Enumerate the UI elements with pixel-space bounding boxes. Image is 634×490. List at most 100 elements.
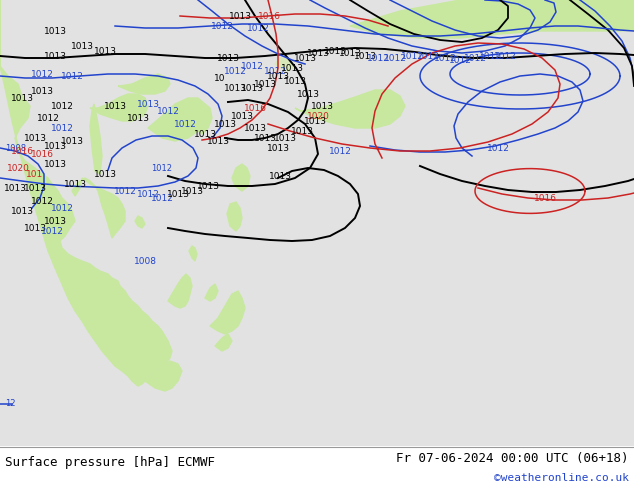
Text: 1008: 1008 [5,144,26,152]
Text: 1013: 1013 [266,144,290,152]
Text: 1013: 1013 [228,11,252,21]
Text: 1013: 1013 [266,72,290,80]
Text: 1012: 1012 [486,144,510,152]
Text: 1012: 1012 [493,51,517,60]
Text: 1013: 1013 [306,49,330,57]
Polygon shape [72,178,125,238]
Text: 1013: 1013 [193,129,216,139]
Text: 1012: 1012 [113,187,136,196]
Text: 1013: 1013 [44,51,67,60]
Text: 1013: 1013 [44,217,67,225]
Text: 1012: 1012 [61,72,84,80]
Text: 1012: 1012 [51,203,74,213]
Text: 1013: 1013 [311,101,333,111]
Text: 1013: 1013 [280,64,304,73]
Text: 101: 101 [27,170,44,178]
Text: 1016: 1016 [11,147,34,155]
Text: 1020: 1020 [307,112,330,121]
Polygon shape [135,216,145,228]
Text: 1012: 1012 [174,120,197,128]
Polygon shape [0,0,634,446]
Text: 1012: 1012 [30,70,53,78]
Polygon shape [192,104,212,134]
Text: 1013: 1013 [269,172,292,180]
Text: 1013: 1013 [323,47,347,55]
Text: 1013: 1013 [127,114,150,122]
Polygon shape [215,334,232,351]
Text: 1012: 1012 [30,196,53,205]
Polygon shape [210,291,245,334]
Polygon shape [232,164,250,191]
Text: 1012: 1012 [449,55,472,65]
Text: 1013: 1013 [44,26,67,35]
Polygon shape [0,0,172,386]
Polygon shape [275,58,295,71]
Text: 1012: 1012 [366,53,389,63]
Text: 1012: 1012 [384,53,406,63]
Polygon shape [90,104,102,174]
Text: 1013: 1013 [283,76,306,85]
Polygon shape [148,98,208,141]
Text: 1013: 1013 [93,170,117,178]
Text: 1012: 1012 [210,22,233,30]
Text: 1012: 1012 [51,101,74,111]
Text: 1013: 1013 [254,133,276,143]
Text: 1012: 1012 [224,67,247,75]
Text: 1008: 1008 [134,256,157,266]
Text: 1012: 1012 [417,51,439,60]
Text: 1013: 1013 [354,51,377,60]
Text: 1013: 1013 [290,126,313,136]
Text: 1016: 1016 [243,103,266,113]
Text: 1013: 1013 [44,142,67,150]
Text: 1012: 1012 [401,51,424,60]
Text: 1012: 1012 [247,24,269,32]
Text: 1013: 1013 [44,160,67,169]
Text: Surface pressure [hPa] ECMWF: Surface pressure [hPa] ECMWF [5,456,215,468]
Text: 1012: 1012 [157,106,179,116]
Text: 1020: 1020 [6,164,29,172]
Text: 12: 12 [5,399,15,409]
Text: 1013: 1013 [231,112,254,121]
Text: 1013: 1013 [254,79,276,89]
Text: 1013: 1013 [23,133,46,143]
Polygon shape [227,202,242,231]
Text: 1013: 1013 [4,183,27,193]
Text: 1013: 1013 [297,90,320,98]
Text: 1012: 1012 [51,123,74,132]
Text: 1016: 1016 [533,194,557,202]
Text: 1012: 1012 [264,67,287,75]
Text: 1013: 1013 [167,190,190,198]
Text: 1013: 1013 [339,49,361,57]
Polygon shape [205,284,218,301]
Text: 1012: 1012 [463,53,486,63]
Text: 1013: 1013 [70,42,93,50]
Text: 1013: 1013 [11,206,34,216]
Text: Fr 07-06-2024 00:00 UTC (06+18): Fr 07-06-2024 00:00 UTC (06+18) [396,451,629,465]
Text: 1012: 1012 [41,226,63,236]
Polygon shape [189,246,197,261]
Polygon shape [168,274,192,308]
Text: 1012: 1012 [136,190,159,198]
Polygon shape [145,361,182,391]
Text: 1016: 1016 [30,149,53,158]
Text: 1013: 1013 [103,101,127,111]
Text: 1013: 1013 [23,183,46,193]
Text: 1013: 1013 [214,120,236,128]
Text: 1013: 1013 [224,83,247,93]
Text: 10: 10 [214,74,226,82]
Text: 1013: 1013 [294,53,316,63]
Text: 1012: 1012 [152,164,172,172]
Text: 1013: 1013 [63,179,86,189]
Text: 1012: 1012 [328,147,351,155]
Polygon shape [118,74,170,94]
Polygon shape [90,94,148,121]
Text: 1013: 1013 [216,53,240,63]
Text: 1013: 1013 [273,133,297,143]
Text: 1012: 1012 [434,53,456,63]
Text: 1012: 1012 [479,51,501,60]
Text: 1013: 1013 [207,137,230,146]
Text: 1013: 1013 [240,83,264,93]
Text: 1013: 1013 [136,99,160,108]
Text: ©weatheronline.co.uk: ©weatheronline.co.uk [494,473,629,483]
Text: 1012: 1012 [240,62,264,71]
